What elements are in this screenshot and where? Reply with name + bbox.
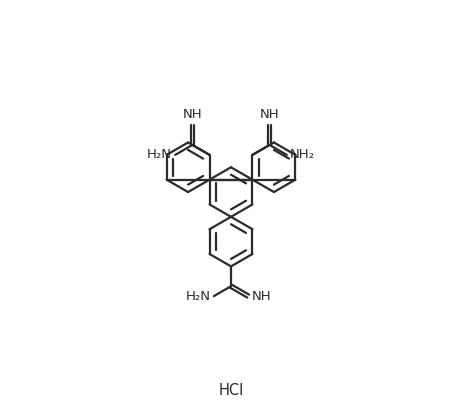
Text: H₂N: H₂N (147, 148, 172, 161)
Text: NH₂: NH₂ (290, 148, 315, 161)
Text: NH: NH (251, 290, 271, 303)
Text: NH: NH (182, 108, 202, 121)
Text: HCl: HCl (219, 383, 243, 398)
Text: NH: NH (260, 108, 280, 121)
Text: H₂N: H₂N (186, 290, 211, 303)
